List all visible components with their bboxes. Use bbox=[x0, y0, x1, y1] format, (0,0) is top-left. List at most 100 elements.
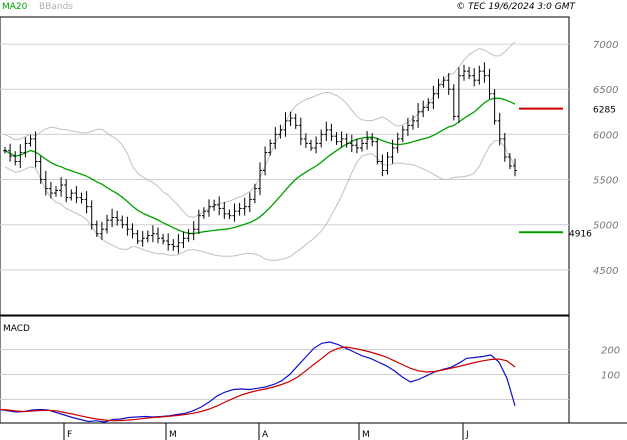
ohlc-bar bbox=[99, 221, 104, 240]
legend-bbands: BBands bbox=[39, 2, 73, 12]
ohlc-bar bbox=[451, 84, 456, 121]
ohlc-bar bbox=[370, 133, 375, 147]
ohlc-bar bbox=[385, 152, 390, 175]
ohlc-bar bbox=[462, 64, 466, 81]
ohlc-bar bbox=[69, 189, 74, 201]
legend-ma20: MA20 bbox=[2, 2, 28, 12]
ohlc-bar bbox=[339, 131, 344, 148]
ohlc-bar bbox=[324, 121, 329, 141]
ohlc-bar bbox=[222, 202, 227, 219]
price-tick-label: 5000 bbox=[593, 221, 618, 232]
ohlc-bar bbox=[3, 147, 7, 154]
ohlc-bar bbox=[482, 62, 487, 83]
price-bars bbox=[3, 62, 517, 254]
ohlc-bar bbox=[411, 115, 415, 130]
ohlc-bar bbox=[130, 223, 135, 239]
ohlc-bar bbox=[242, 197, 247, 216]
copyright-text: © TEC 19/6/2024 3:0 GMT bbox=[456, 2, 576, 12]
ohlc-bar bbox=[456, 67, 461, 124]
ohlc-bar bbox=[145, 230, 150, 243]
ma20-line bbox=[4, 97, 516, 235]
ohlc-bar bbox=[293, 113, 298, 129]
ohlc-bar bbox=[33, 131, 38, 168]
ohlc-bar bbox=[416, 103, 421, 128]
ohlc-bar bbox=[28, 134, 33, 147]
macd-axis-ticks: 100 200 bbox=[601, 346, 620, 382]
ohlc-bar bbox=[64, 179, 69, 203]
ohlc-bar bbox=[400, 125, 405, 143]
ohlc-bar bbox=[74, 186, 79, 204]
ohlc-bar bbox=[365, 131, 370, 150]
ohlc-bar bbox=[13, 151, 18, 166]
ohlc-bar bbox=[334, 132, 339, 145]
price-tick-label: 4500 bbox=[593, 266, 618, 277]
ohlc-bar bbox=[273, 127, 278, 150]
ohlc-bar bbox=[196, 209, 201, 234]
ohlc-bar bbox=[38, 156, 43, 184]
price-tick-label: 5500 bbox=[593, 176, 618, 187]
ohlc-bar bbox=[252, 183, 257, 204]
ohlc-bar bbox=[487, 68, 492, 100]
ohlc-bar bbox=[232, 203, 237, 222]
ohlc-bar bbox=[441, 76, 446, 88]
time-tick-label: F bbox=[67, 430, 72, 440]
macd-panel bbox=[0, 315, 570, 424]
resistance-label: 6285 bbox=[593, 106, 616, 116]
time-tick-label: J bbox=[465, 430, 469, 440]
ohlc-bar bbox=[349, 134, 354, 153]
ohlc-bar bbox=[201, 207, 206, 219]
ohlc-bar bbox=[421, 100, 426, 118]
ohlc-bar bbox=[258, 162, 262, 196]
ohlc-bar bbox=[18, 144, 23, 169]
ohlc-bar bbox=[329, 123, 334, 142]
ohlc-bar bbox=[360, 138, 364, 152]
macd-tick-label: 200 bbox=[601, 346, 620, 357]
ohlc-bar bbox=[161, 233, 166, 245]
time-tick-label: M bbox=[169, 430, 177, 440]
ohlc-bar bbox=[477, 65, 482, 85]
ohlc-bar bbox=[395, 132, 400, 153]
ohlc-bar bbox=[181, 231, 186, 249]
ohlc-bar bbox=[319, 129, 324, 148]
ohlc-bar bbox=[120, 215, 125, 229]
ohlc-bar bbox=[426, 98, 431, 111]
time-tick-label: A bbox=[262, 430, 269, 440]
ohlc-bar bbox=[150, 225, 155, 243]
ohlc-bar bbox=[354, 138, 359, 154]
ohlc-bar bbox=[110, 208, 115, 228]
ohlc-bar bbox=[207, 199, 211, 217]
price-axis-ticks: 4500 5000 5500 6000 6500 7000 bbox=[593, 40, 618, 277]
ohlc-bar bbox=[288, 111, 293, 127]
ohlc-bar bbox=[166, 233, 171, 251]
ohlc-bar bbox=[217, 196, 222, 216]
ma20-path bbox=[4, 97, 516, 235]
ohlc-bar bbox=[497, 112, 502, 146]
ohlc-bar bbox=[467, 66, 472, 80]
macd-series-0 bbox=[0, 341, 516, 423]
bband-lower bbox=[4, 140, 516, 261]
ohlc-bar bbox=[314, 136, 319, 154]
ohlc-bar bbox=[84, 191, 89, 214]
price-tick-label: 7000 bbox=[593, 40, 618, 51]
ohlc-bar bbox=[59, 177, 64, 197]
ohlc-bar bbox=[390, 139, 395, 164]
ohlc-bar bbox=[502, 132, 507, 162]
ohlc-bar bbox=[472, 68, 477, 87]
ohlc-bar bbox=[171, 239, 176, 251]
macd-tick-label: 100 bbox=[601, 371, 620, 382]
ohlc-bar bbox=[43, 170, 48, 196]
ohlc-bar bbox=[89, 200, 94, 230]
ohlc-bar bbox=[48, 181, 53, 199]
ohlc-bar bbox=[507, 153, 512, 170]
ohlc-bar bbox=[263, 146, 268, 176]
ohlc-bar bbox=[79, 192, 84, 204]
ohlc-bar bbox=[492, 89, 497, 125]
ohlc-bar bbox=[227, 209, 232, 220]
ohlc-bar bbox=[212, 199, 217, 211]
support-label: 4916 bbox=[569, 229, 592, 239]
price-tick-label: 6000 bbox=[593, 130, 618, 141]
macd-title: MACD bbox=[3, 324, 30, 334]
ohlc-bar bbox=[125, 216, 130, 236]
